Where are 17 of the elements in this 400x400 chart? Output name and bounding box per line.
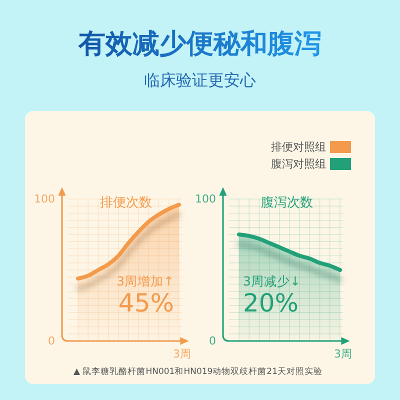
y-tick-label: 100 <box>34 192 55 206</box>
x-axis-title: 3周 <box>173 348 191 360</box>
legend-label: 腹泻对照组 <box>271 158 326 170</box>
chart-title: 腹泻次数 <box>261 196 313 210</box>
y-tick-label: 100 <box>195 192 216 206</box>
text: ▲ 鼠李糖乳酪杆菌HN001和HN019动物双歧杆菌21天对照实验 <box>73 366 323 377</box>
text: 临床验证更安心 <box>144 70 256 90</box>
y-tick-label: 0 <box>209 334 216 348</box>
annotation: 3周增加↑ <box>116 274 174 288</box>
annotation: 3周减少↓ <box>243 274 300 288</box>
text: 有效减少便秘和腹泻 <box>78 28 322 60</box>
y-tick-label: 0 <box>48 334 55 348</box>
annotation: 45% <box>118 288 174 318</box>
legend-label: 排便对照组 <box>271 140 326 154</box>
annotation: 20% <box>243 288 299 318</box>
chart-title: 排便次数 <box>100 196 152 210</box>
x-axis-title: 3周 <box>334 348 352 360</box>
